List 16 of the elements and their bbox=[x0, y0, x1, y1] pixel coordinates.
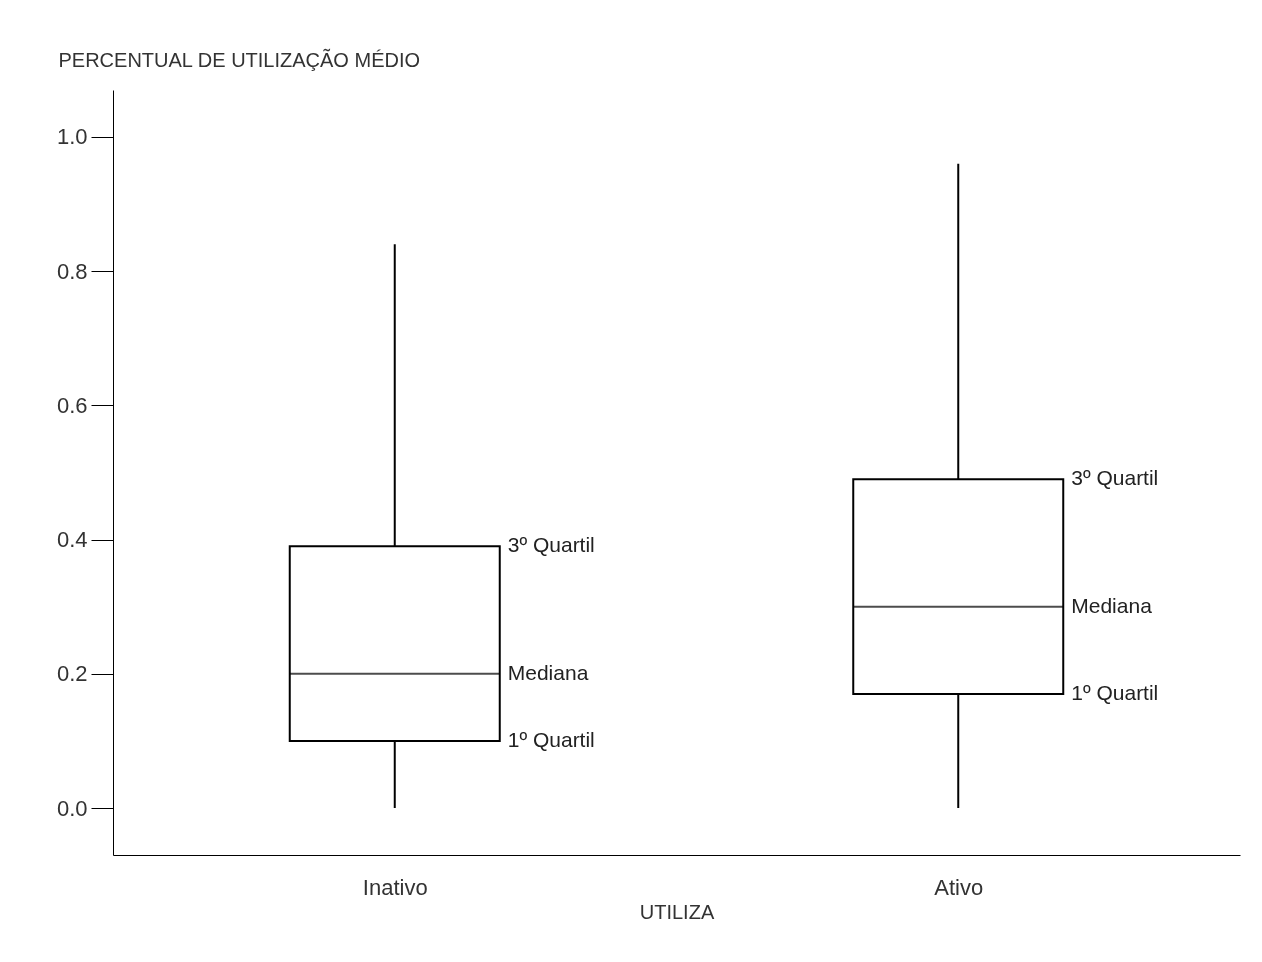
y-tick-label: 0.0 bbox=[56, 795, 88, 821]
annotation: 1º Quartil bbox=[1071, 680, 1159, 704]
y-tick-label: 1.0 bbox=[56, 124, 88, 150]
annotation: 1º Quartil bbox=[507, 727, 595, 751]
annotation: 3º Quartil bbox=[1071, 466, 1159, 490]
x-tick-label: Inativo bbox=[362, 874, 428, 900]
x-tick-label: Ativo bbox=[934, 874, 984, 900]
y-axis-title: PERCENTUAL DE UTILIZAÇÃO MÉDIO bbox=[58, 47, 421, 71]
y-tick-label: 0.4 bbox=[56, 527, 88, 553]
y-tick-label: 0.8 bbox=[56, 258, 88, 284]
y-tick-label: 0.6 bbox=[56, 392, 88, 418]
x-axis-title: UTILIZA bbox=[639, 900, 715, 923]
annotation: Mediana bbox=[1071, 593, 1153, 617]
annotation: 3º Quartil bbox=[507, 533, 595, 557]
annotation: Mediana bbox=[507, 660, 589, 684]
y-tick-label: 0.2 bbox=[56, 661, 88, 687]
